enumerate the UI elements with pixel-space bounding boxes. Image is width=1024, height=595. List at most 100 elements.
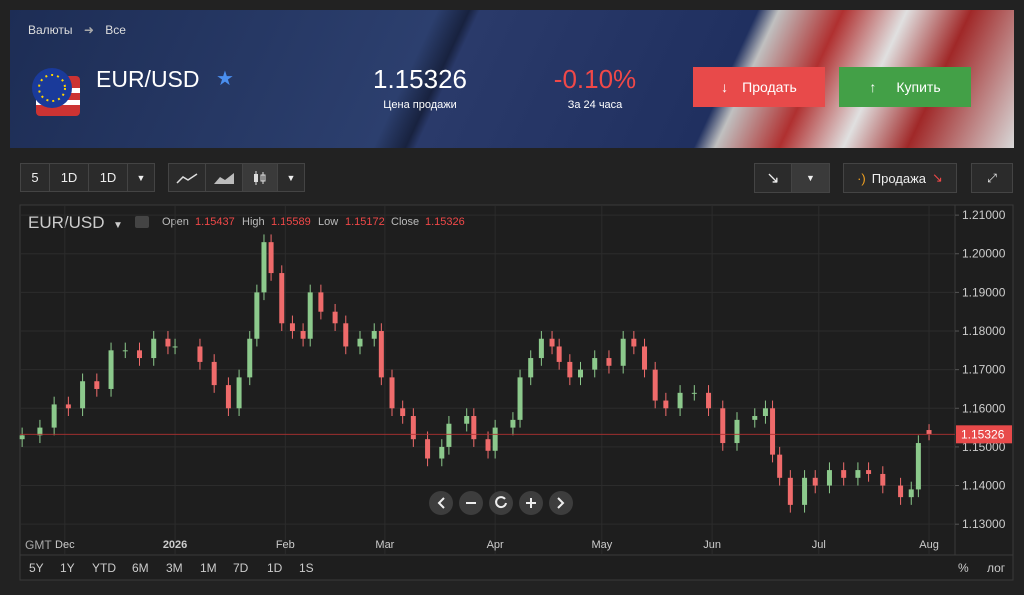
candle-body (439, 446, 445, 459)
change: -0.10% (553, 64, 637, 94)
trend-button[interactable]: ↘ (754, 163, 792, 193)
candle-body (663, 400, 669, 409)
candle-body (752, 416, 758, 420)
candle-body (762, 408, 768, 417)
candle-body (289, 323, 295, 332)
candle-body (165, 338, 171, 347)
scroll-left[interactable] (429, 491, 453, 515)
period-button[interactable]: 1D (49, 163, 89, 192)
candle-body (908, 489, 914, 498)
candle-body (80, 381, 86, 409)
price: 1.15326 (373, 64, 467, 94)
dropdown-button[interactable]: ▼ (127, 163, 155, 192)
scale-button[interactable]: % (958, 561, 969, 575)
x-tick-label: 2026 (163, 539, 187, 551)
candle-body (94, 381, 100, 389)
candle-body (538, 338, 544, 359)
candle-body (318, 292, 324, 312)
buy-button[interactable]: ↑ Купить (839, 67, 971, 107)
chart-title[interactable]: EUR/USD (28, 213, 105, 232)
change-caption: За 24 часа (567, 99, 623, 111)
plot: 1.13000 1.14000 1.15000 1.16000 1.17000 1.180… (19, 205, 1012, 555)
sell-button[interactable]: ↓ Продать (693, 67, 825, 107)
trade-mode-button[interactable]: ·) Продажа ↘ (843, 163, 957, 193)
y-tick-label: 1.15000 (962, 440, 1006, 454)
candle-body (898, 485, 904, 498)
y-tick-label: 1.20000 (962, 247, 1006, 261)
flag-icon (32, 68, 80, 116)
candle-body (720, 408, 726, 444)
candle-body (151, 338, 157, 359)
candle-body (880, 473, 886, 486)
breadcrumb-item[interactable]: Валюты (28, 23, 73, 37)
candle-body (51, 404, 57, 428)
fullscreen-button[interactable]: ⤢ (971, 163, 1013, 193)
candle-body (652, 369, 658, 401)
candle-body (400, 408, 406, 417)
scale-button[interactable]: лог (987, 561, 1006, 575)
candle-body (841, 470, 847, 478)
dropdown-button[interactable]: ▼ (791, 163, 830, 193)
candle-body (136, 350, 142, 359)
sell-label: Продать (742, 79, 797, 95)
candle-body (802, 477, 808, 505)
candle-body (343, 323, 349, 347)
price-tag-label: 1.15326 (961, 427, 1005, 441)
candle-body (378, 331, 384, 378)
reset[interactable] (489, 491, 513, 515)
candle-body (926, 430, 932, 435)
breadcrumb-item[interactable]: Все (105, 23, 126, 37)
range-button[interactable]: 3M (166, 561, 183, 575)
arrow-icon: ➜ (83, 23, 94, 37)
candle-body (211, 361, 217, 386)
range-button[interactable]: YTD (92, 561, 116, 575)
y-tick-label: 1.13000 (962, 517, 1006, 531)
y-tick-label: 1.16000 (962, 401, 1006, 415)
range-button[interactable]: 7D (233, 561, 249, 575)
candle-body (108, 350, 114, 389)
range-button[interactable]: 5Y (29, 561, 44, 575)
candle-body (261, 242, 267, 293)
candle-body (357, 338, 363, 347)
candle-body (485, 439, 491, 451)
ohlc-value: 1.15326 (425, 216, 465, 228)
price-caption: Цена продажи (383, 99, 457, 111)
trade-mode-label: Продажа (871, 170, 927, 186)
y-tick-label: 1.17000 (962, 363, 1006, 377)
nav-controls (429, 491, 573, 515)
range-button[interactable]: 1M (200, 561, 217, 575)
range-bar: 5Y 1Y YTD 6M 3M 1M 7D 1D 1S% лог (20, 557, 1013, 579)
range-button[interactable]: 6M (132, 561, 149, 575)
timezone: GMT (25, 538, 52, 552)
candle-body (549, 338, 555, 347)
candle-body (279, 273, 285, 324)
range-button[interactable]: 1D (267, 561, 283, 575)
candle-body (606, 358, 612, 366)
settings-icon[interactable] (135, 216, 149, 228)
candle-body (592, 358, 598, 370)
range-button[interactable]: 1S (299, 561, 314, 575)
candle-body (172, 346, 178, 348)
candle-body (517, 377, 523, 420)
candle-body (300, 331, 306, 339)
candle-body (37, 427, 43, 436)
candle-body (578, 369, 584, 378)
candle-chart-button[interactable] (242, 163, 278, 192)
candle-body (787, 477, 793, 505)
candle-body (631, 338, 637, 347)
candle-body (268, 242, 274, 274)
range-button[interactable]: 1Y (60, 561, 75, 575)
dropdown-arrow[interactable]: ▼ (113, 220, 123, 231)
x-tick-label: Jun (703, 539, 721, 551)
candle-body (510, 419, 516, 428)
x-tick-label: Mar (375, 539, 394, 551)
y-tick-label: 1.21000 (962, 208, 1006, 222)
x-tick-label: Apr (487, 539, 504, 551)
x-tick-label: Aug (919, 539, 939, 551)
scroll-right[interactable] (549, 491, 573, 515)
favorite-star[interactable]: ★ (216, 68, 234, 90)
dropdown-button[interactable]: ▼ (277, 163, 305, 192)
candle-body (236, 377, 242, 409)
candle-body (122, 350, 128, 352)
